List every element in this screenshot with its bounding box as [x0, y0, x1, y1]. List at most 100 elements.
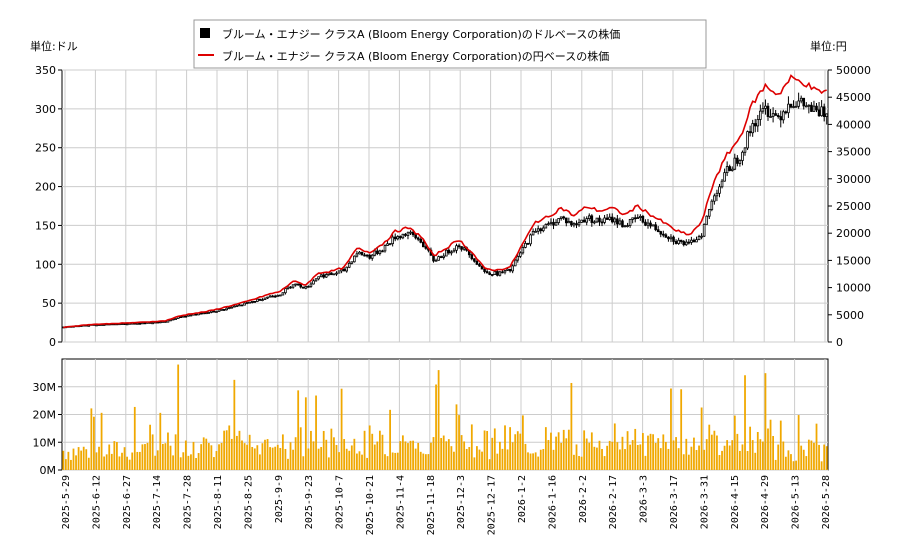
- volume-bar: [141, 444, 144, 470]
- candle-body: [391, 236, 394, 245]
- candle-body: [368, 254, 371, 259]
- candle-body: [590, 215, 594, 223]
- volume-bar: [138, 451, 141, 470]
- candle-body: [450, 251, 453, 254]
- volume-bar: [87, 457, 90, 470]
- volume-bar: [486, 430, 489, 470]
- candle-body: [595, 217, 599, 223]
- volume-bar: [774, 459, 777, 470]
- volume-bar: [539, 449, 542, 470]
- usd-tick-label: 0: [49, 336, 56, 349]
- candle-body: [381, 250, 384, 253]
- candle-body: [291, 284, 295, 288]
- candle-body: [562, 216, 566, 219]
- volume-bar: [427, 454, 430, 470]
- candle-body: [222, 309, 226, 311]
- volume-bar: [687, 454, 690, 470]
- candle-body: [756, 119, 760, 127]
- candle-body: [616, 218, 619, 225]
- volume-bar: [567, 429, 570, 470]
- volume-bar: [744, 375, 746, 470]
- vol-tick-label: 30M: [33, 381, 57, 394]
- volume-bar: [230, 438, 233, 470]
- candle-body: [549, 221, 553, 225]
- volume-bar: [514, 434, 517, 470]
- candle-body: [544, 223, 548, 229]
- candle-body: [396, 236, 400, 240]
- candle-body: [782, 111, 785, 121]
- candle-body: [248, 301, 251, 304]
- candle-body: [363, 254, 366, 257]
- volume-bar: [481, 451, 483, 470]
- volume-bar: [810, 440, 813, 470]
- candle-body: [409, 231, 412, 234]
- volume-bar: [453, 451, 455, 470]
- candle-body: [641, 215, 645, 223]
- volume-bar: [322, 430, 325, 470]
- volume-bar: [77, 447, 80, 470]
- jpy-tick-label: 35000: [836, 146, 871, 159]
- volume-bar: [555, 436, 557, 470]
- volume-bar: [184, 440, 187, 470]
- candle-body: [720, 180, 724, 188]
- volume-bar: [667, 448, 670, 470]
- volume-bar: [754, 452, 757, 470]
- volume-bar: [611, 441, 614, 470]
- volume-bar: [151, 434, 154, 470]
- jpy-price-line: [63, 74, 827, 329]
- volume-bar: [424, 454, 427, 470]
- x-tick-label: 2025-9-9: [274, 475, 285, 523]
- volume-bar: [95, 452, 98, 470]
- volume-bar: [172, 455, 174, 470]
- candle-body: [766, 105, 770, 117]
- x-tick-label: 2025-7-28: [183, 475, 194, 529]
- candle-body: [736, 157, 739, 164]
- candle-body: [217, 309, 221, 312]
- candle-body: [330, 272, 333, 276]
- volume-bar: [271, 447, 274, 470]
- x-tick-label: 2025-8-25: [243, 475, 254, 529]
- candle-body: [718, 186, 721, 194]
- candle-body: [399, 236, 402, 239]
- volume-bar: [118, 456, 121, 470]
- candle-body: [345, 266, 348, 272]
- volume-bar: [790, 454, 792, 470]
- x-tick-label: 2026-3-31: [699, 475, 710, 529]
- right-unit-label: 単位:円: [810, 39, 847, 53]
- volume-bar: [274, 446, 277, 470]
- volume-bar: [739, 450, 741, 470]
- candle-body: [319, 274, 323, 278]
- candle-body: [577, 222, 581, 226]
- volume-bar: [149, 424, 151, 470]
- candle-body: [575, 223, 578, 226]
- candle-body: [245, 302, 249, 304]
- volume-bar: [396, 452, 399, 470]
- candle-body: [531, 231, 535, 236]
- candle-body: [332, 273, 336, 276]
- legend-usd-label: ブルーム・エナジー クラスA (Bloom Energy Corporation…: [222, 27, 620, 41]
- candle-body: [649, 222, 652, 227]
- volume-bar: [430, 442, 432, 470]
- volume-bar: [807, 439, 810, 470]
- candle-body: [710, 200, 714, 210]
- volume-bar: [460, 435, 463, 470]
- volume-bar: [639, 444, 642, 470]
- candle-body: [268, 295, 272, 298]
- volume-bar: [723, 445, 726, 470]
- candle-body: [373, 250, 377, 256]
- volume-bar: [435, 384, 437, 470]
- x-tick-label: 2025-11-18: [426, 475, 437, 535]
- candle-body: [261, 299, 264, 302]
- usd-tick-label: 50: [42, 297, 56, 310]
- volume-bar: [179, 457, 182, 470]
- volume-bar: [442, 435, 445, 470]
- volume-bar: [613, 423, 616, 470]
- candle-body: [700, 235, 703, 238]
- volume-bar: [243, 443, 246, 470]
- candle-body: [695, 239, 698, 243]
- volume-bar: [269, 447, 271, 470]
- candle-body: [593, 221, 596, 224]
- candle-body: [189, 314, 193, 317]
- candle-body: [281, 292, 285, 296]
- candle-body: [378, 250, 382, 254]
